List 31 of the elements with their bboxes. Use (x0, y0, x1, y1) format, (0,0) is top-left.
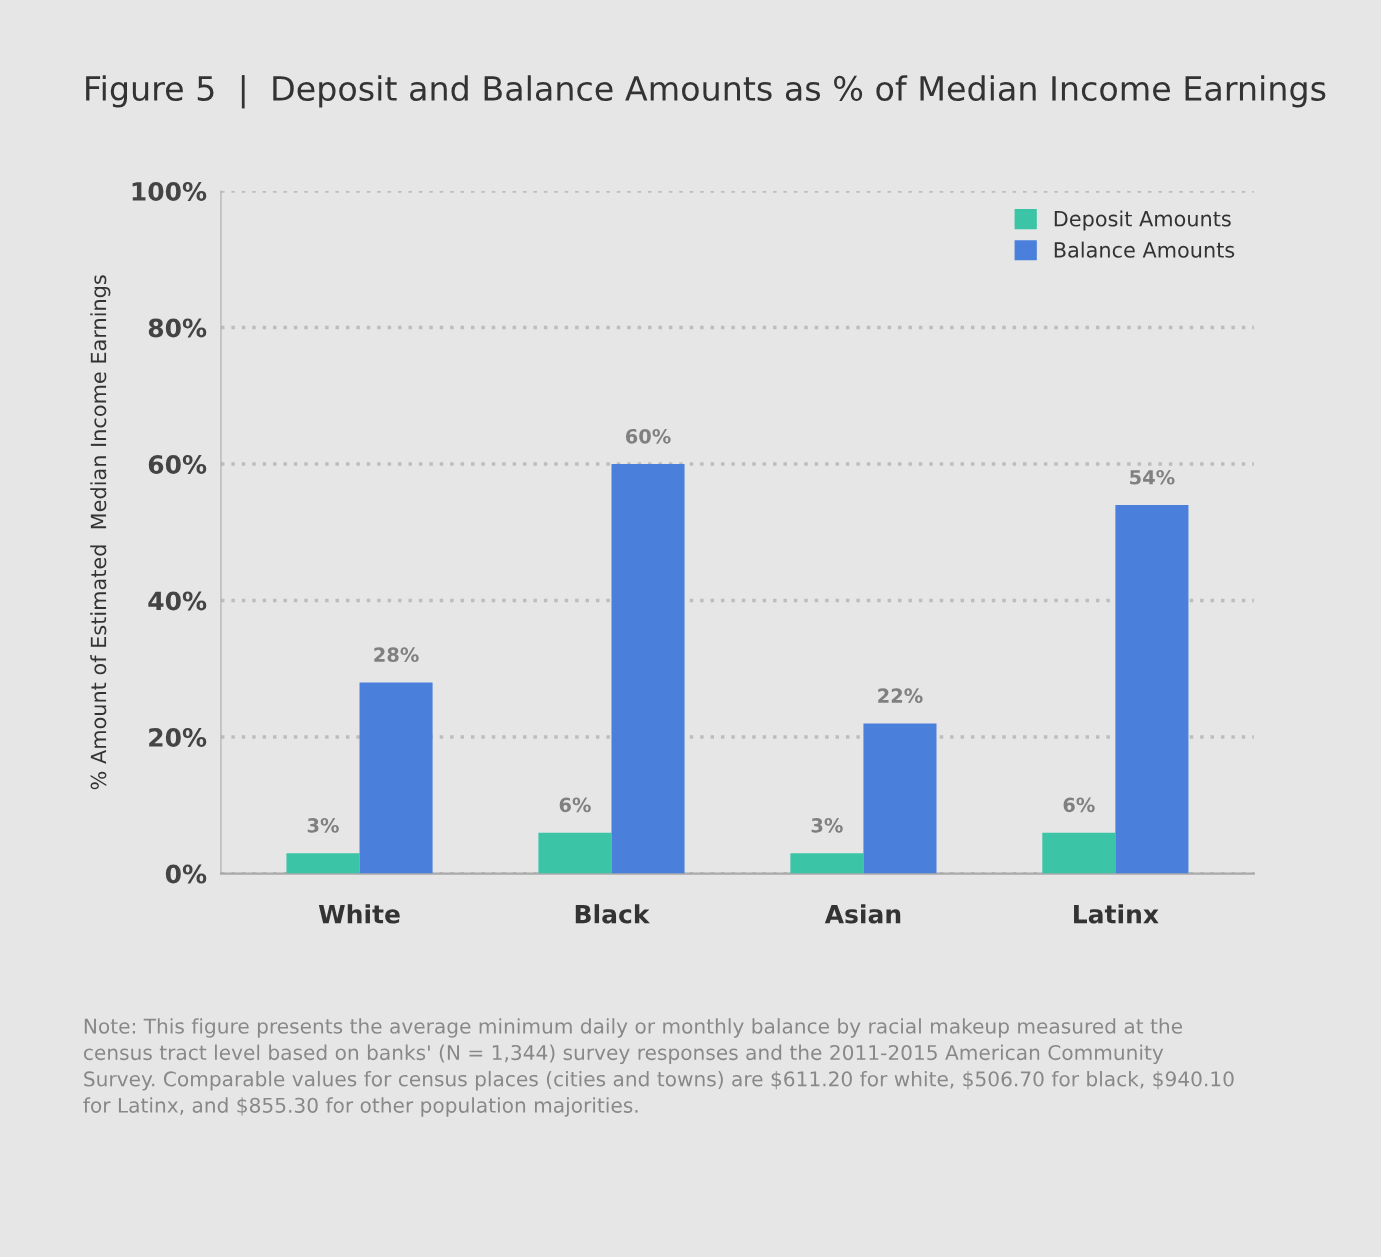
y-tick-label: 100% (132, 182, 207, 201)
bar (538, 832, 612, 874)
data-label: 60% (625, 428, 671, 444)
legend-label: Balance Amounts (1054, 241, 1235, 258)
y-axis-title: % Amount of Estimated Median Income Earnings (90, 275, 111, 790)
bar (611, 464, 685, 874)
bar (286, 853, 360, 874)
data-label: 6% (1063, 797, 1095, 813)
data-label: 54% (1130, 469, 1175, 485)
bar (790, 853, 864, 874)
y-tick-label: 60% (148, 455, 207, 474)
data-label: 6% (559, 797, 591, 813)
bar (1042, 832, 1116, 874)
chart-title: Figure 5 | Deposit and Balance Amounts as % of Median Income Earnings (86, 75, 1326, 109)
data-label: 3% (307, 818, 339, 833)
text: Note: This figure presents the average minimum daily or monthly balance by racial makeup measured at the census tract level based on banks' (N = 1,344) survey responses and the 2011-2015 American Community Survey. Comparable values for census places (cities and towns) are $611.20 for white, $506.70 for black, $940.10 for Latinx, and $855.30 for other population majorities. (83, 1018, 1234, 1117)
data-label: 28% (374, 647, 419, 663)
bar (863, 723, 937, 874)
x-tick-label: Latinx (1074, 904, 1159, 924)
data-label: 22% (878, 688, 923, 704)
y-tick-label: 0% (165, 864, 207, 884)
x-tick-label: Black (575, 904, 650, 924)
x-tick-label: White (318, 904, 400, 924)
y-tick-label: 20% (149, 728, 207, 747)
legend-label: Deposit Amounts (1054, 210, 1231, 231)
data-label: 3% (811, 818, 843, 833)
x-tick-label: Asian (824, 904, 901, 924)
bar (1115, 505, 1189, 874)
y-tick-label: 80% (148, 318, 207, 338)
bar (359, 682, 433, 874)
y-tick-label: 40% (148, 591, 207, 611)
